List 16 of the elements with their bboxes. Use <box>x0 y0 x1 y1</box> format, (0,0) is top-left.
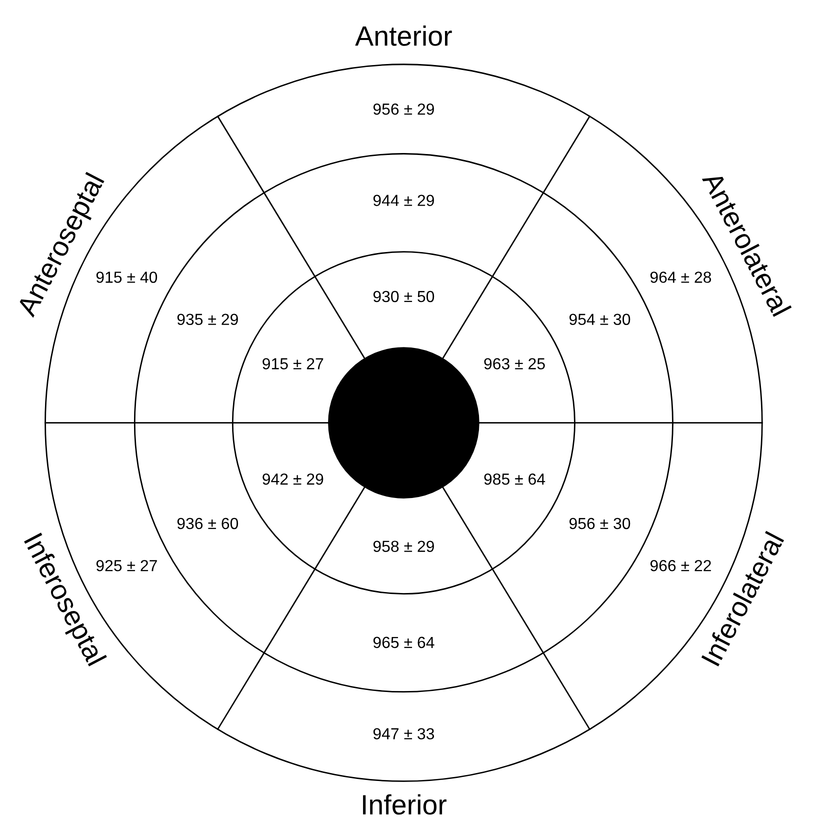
data-label: 947 ± 33 <box>373 728 434 740</box>
data-label: 936 ± 60 <box>177 518 238 530</box>
data-label: 958 ± 29 <box>373 540 434 552</box>
data-label: 954 ± 30 <box>569 314 630 326</box>
data-label: 985 ± 64 <box>484 473 546 485</box>
data-label: 956 ± 30 <box>569 518 630 530</box>
data-label: 942 ± 29 <box>262 473 324 485</box>
data-label: 965 ± 64 <box>373 636 434 648</box>
data-label: 944 ± 29 <box>373 194 434 206</box>
data-label: 930 ± 50 <box>373 290 434 302</box>
data-label: 915 ± 27 <box>262 358 324 370</box>
category-label: Inferior <box>363 794 446 815</box>
category-label: Anterior <box>355 25 452 46</box>
data-label: 956 ± 29 <box>373 103 434 115</box>
data-label: 963 ± 25 <box>484 358 545 370</box>
data-label: 935 ± 29 <box>177 314 238 326</box>
